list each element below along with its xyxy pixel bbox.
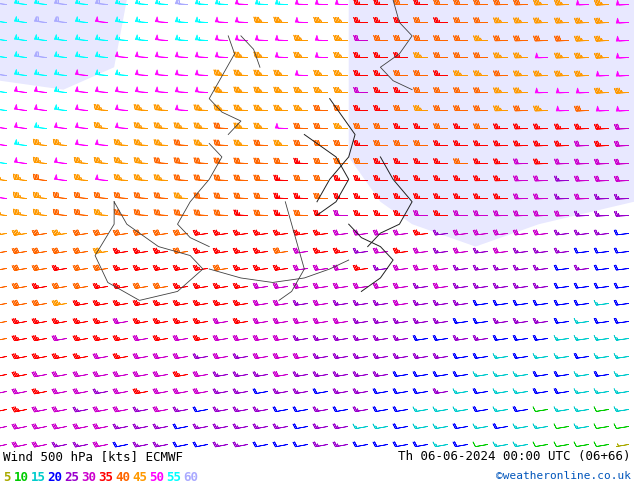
- Text: 10: 10: [13, 471, 29, 484]
- Text: 20: 20: [48, 471, 63, 484]
- Text: Wind 500 hPa [kts] ECMWF: Wind 500 hPa [kts] ECMWF: [3, 450, 183, 464]
- Text: ©weatheronline.co.uk: ©weatheronline.co.uk: [496, 471, 631, 481]
- Text: 35: 35: [98, 471, 113, 484]
- Text: 15: 15: [30, 471, 46, 484]
- Polygon shape: [349, 0, 634, 246]
- Text: 45: 45: [133, 471, 148, 484]
- Text: 50: 50: [150, 471, 164, 484]
- Text: 40: 40: [115, 471, 131, 484]
- Text: 55: 55: [167, 471, 181, 484]
- Text: 5: 5: [3, 471, 11, 484]
- Text: 25: 25: [65, 471, 79, 484]
- Text: Th 06-06-2024 00:00 UTC (06+66): Th 06-06-2024 00:00 UTC (06+66): [399, 450, 631, 464]
- Text: 60: 60: [183, 471, 198, 484]
- Text: 30: 30: [82, 471, 96, 484]
- Polygon shape: [0, 0, 127, 90]
